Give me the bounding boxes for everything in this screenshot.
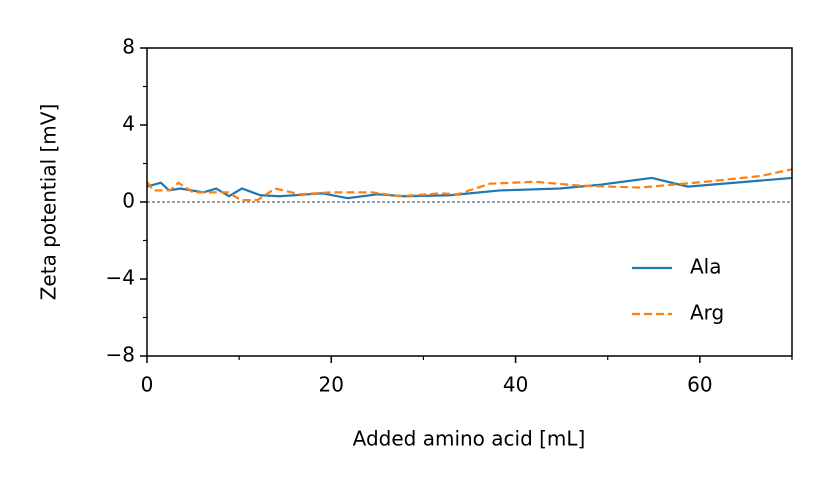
y-tick-label: −4	[106, 266, 135, 290]
x-tick-label: 60	[687, 373, 712, 397]
x-tick-label: 20	[319, 373, 344, 397]
y-tick-label: 8	[122, 35, 135, 59]
x-axis-label: Added amino acid [mL]	[353, 427, 586, 451]
series-line	[146, 176, 793, 200]
x-tick-label: 40	[503, 373, 528, 397]
series-line	[146, 168, 793, 202]
legend-label: Ala	[690, 255, 722, 279]
x-tick-label: 0	[141, 373, 154, 397]
plot-frame	[146, 47, 793, 357]
y-axis-label: Zeta potential [mV]	[37, 104, 61, 301]
legend-label: Arg	[690, 301, 724, 325]
y-tick-label: 4	[122, 112, 135, 136]
y-tick-label: −8	[106, 343, 135, 367]
y-tick-label: 0	[122, 189, 135, 213]
